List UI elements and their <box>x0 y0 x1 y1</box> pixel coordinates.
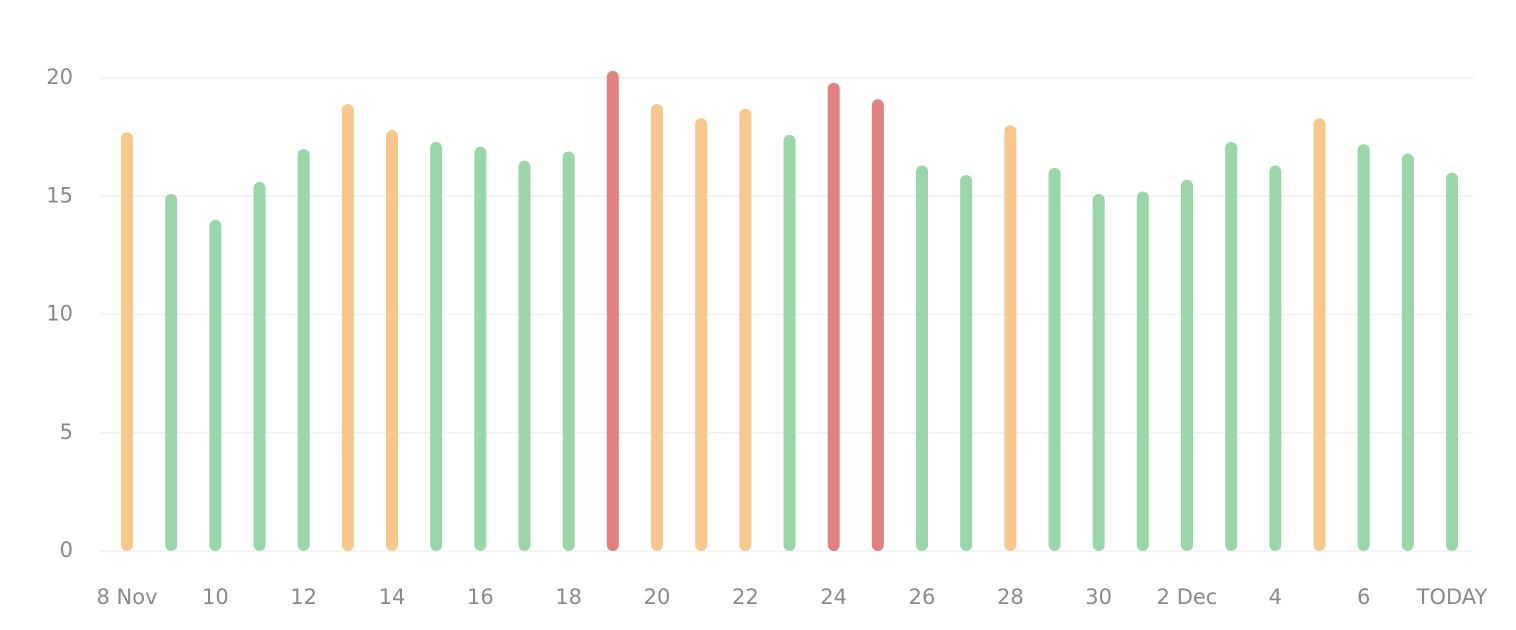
bar <box>651 104 663 551</box>
bar <box>1004 125 1017 552</box>
bar <box>562 151 575 551</box>
x-tick-label: 2 Dec <box>1157 585 1218 609</box>
bar <box>209 219 222 551</box>
bar <box>1446 172 1458 551</box>
x-tick-label: 6 <box>1357 585 1370 609</box>
bar <box>1401 153 1414 551</box>
x-tick-label: 16 <box>467 585 494 609</box>
y-tick-label: 10 <box>46 302 73 326</box>
x-tick-label: 12 <box>290 585 317 609</box>
bar <box>606 70 619 551</box>
bar <box>1225 141 1238 552</box>
bar <box>341 104 354 551</box>
x-tick-label: TODAY <box>1416 585 1488 609</box>
x-tick-label: 10 <box>202 585 229 609</box>
bar <box>1313 118 1326 551</box>
y-tick-label: 5 <box>60 420 73 444</box>
x-tick-label: 22 <box>732 585 759 609</box>
x-tick-label: 4 <box>1269 585 1282 609</box>
bar <box>121 132 133 551</box>
bar <box>827 82 840 551</box>
x-tick-label: 8 Nov <box>96 585 157 609</box>
bar <box>1357 144 1370 551</box>
bar <box>474 146 487 551</box>
bar <box>1048 167 1061 551</box>
bar <box>430 141 443 552</box>
bar <box>1269 165 1282 551</box>
bar <box>960 174 973 551</box>
y-tick-label: 20 <box>46 65 73 89</box>
x-tick-label: 28 <box>997 585 1024 609</box>
y-tick-label: 0 <box>60 538 73 562</box>
bar <box>253 182 266 551</box>
bar <box>916 165 928 551</box>
bar <box>165 193 178 551</box>
bar <box>739 108 752 552</box>
x-tick-label: 18 <box>555 585 582 609</box>
x-tick-label: 24 <box>820 585 847 609</box>
x-tick-label: 30 <box>1085 585 1112 609</box>
bar <box>1181 179 1193 551</box>
bar <box>1092 193 1105 551</box>
x-tick-label: 14 <box>379 585 406 609</box>
bar <box>297 148 310 551</box>
y-tick-label: 15 <box>46 183 73 207</box>
bar <box>386 130 398 551</box>
bar <box>783 134 796 551</box>
x-tick-label: 20 <box>644 585 671 609</box>
bar <box>871 99 884 551</box>
bar <box>695 118 708 551</box>
bar <box>1136 191 1149 551</box>
bar <box>518 160 531 551</box>
x-tick-label: 26 <box>909 585 936 609</box>
